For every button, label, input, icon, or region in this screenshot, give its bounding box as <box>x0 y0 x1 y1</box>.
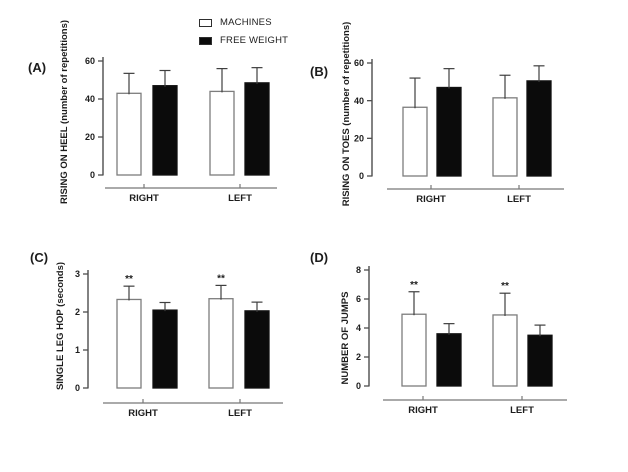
panel-a-bar-right-free-weight <box>152 85 178 176</box>
panel-d-y-tick-label: 4 <box>356 323 361 333</box>
panel-d-category-label-left: LEFT <box>510 405 534 416</box>
panel-b-y-axis-title: RISING ON TOES (number of repetitions) <box>341 22 352 207</box>
panel-d-y-tick-label: 6 <box>356 294 361 304</box>
panel-b-y-tick-label: 60 <box>354 58 364 68</box>
panel-a-y-tick-label: 20 <box>85 132 95 142</box>
legend-label-free-weight: FREE WEIGHT <box>220 35 289 46</box>
panel-d-bar-right-machines <box>401 313 427 387</box>
panel-a-y-tick-label: 0 <box>90 170 95 180</box>
panel-d-bar-left-free-weight <box>527 334 553 387</box>
panel-b-bar-right-free-weight <box>436 86 462 177</box>
panel-c-bar-right-free-weight <box>152 309 178 389</box>
panel-b-category-label-right: RIGHT <box>416 194 446 205</box>
panel-b-y-tick-label: 40 <box>354 96 364 106</box>
panel-c-y-tick-label: 1 <box>75 345 80 355</box>
panel-d-significance-marker: ** <box>501 281 509 292</box>
panel-b-bar-left-machines <box>492 97 518 177</box>
panel-c-bar-left-free-weight <box>244 310 270 389</box>
panel-c-significance-marker: ** <box>125 274 133 285</box>
legend-row-free-weight: FREE WEIGHT <box>199 34 288 47</box>
panel-c-bar-left-machines <box>208 298 234 389</box>
panel-a-category-label-left: LEFT <box>228 193 252 204</box>
panel-c-category-label-right: RIGHT <box>128 408 158 419</box>
panel-b-category-label-left: LEFT <box>507 194 531 205</box>
panel-c-y-tick-label: 0 <box>75 383 80 393</box>
machines-swatch-icon <box>199 18 212 27</box>
panel-a-bar-right-machines <box>116 92 142 176</box>
panel-c-category-label-left: LEFT <box>228 408 252 419</box>
panel-d-y-tick-label: 0 <box>356 381 361 391</box>
panel-a-bar-left-machines <box>209 90 235 176</box>
panel-a-y-tick-label: 60 <box>85 56 95 66</box>
panel-c-y-tick-label: 2 <box>75 307 80 317</box>
panel-a-y-tick-label: 40 <box>85 94 95 104</box>
panel-d-y-tick-label: 8 <box>356 265 361 275</box>
panel-a-y-axis-title: RISING ON HEEL (number of repetitions) <box>59 20 70 204</box>
panel-c-letter: (C) <box>30 250 48 265</box>
panel-c-significance-marker: ** <box>217 273 225 284</box>
panel-d-y-tick-label: 2 <box>356 352 361 362</box>
panel-c-y-tick-label: 3 <box>75 269 80 279</box>
free-weight-swatch-icon <box>199 36 212 45</box>
panel-b-letter: (B) <box>310 64 328 79</box>
panel-c-y-axis-title: SINGLE LEG HOP (seconds) <box>55 262 66 390</box>
panel-b-bar-left-free-weight <box>526 80 552 177</box>
panel-a-letter: (A) <box>28 60 46 75</box>
legend-row-machines: MACHINES <box>199 16 288 29</box>
panel-d-bar-right-free-weight <box>436 333 462 387</box>
panel-d-significance-marker: ** <box>410 280 418 291</box>
panel-b-bar-right-machines <box>402 106 428 177</box>
panel-d-letter: (D) <box>310 250 328 265</box>
panel-b-y-tick-label: 20 <box>354 134 364 144</box>
panel-d-y-axis-title: NUMBER OF JUMPS <box>340 292 351 385</box>
panel-a-bar-left-free-weight <box>244 82 270 176</box>
legend-label-machines: MACHINES <box>220 17 272 28</box>
panel-d-bar-left-machines <box>492 314 518 387</box>
panel-d-category-label-right: RIGHT <box>408 405 438 416</box>
panel-c-bar-right-machines <box>116 298 142 389</box>
panel-a-category-label-right: RIGHT <box>129 193 159 204</box>
panel-b-y-tick-label: 0 <box>359 171 364 181</box>
legend: MACHINES FREE WEIGHT <box>199 16 288 47</box>
